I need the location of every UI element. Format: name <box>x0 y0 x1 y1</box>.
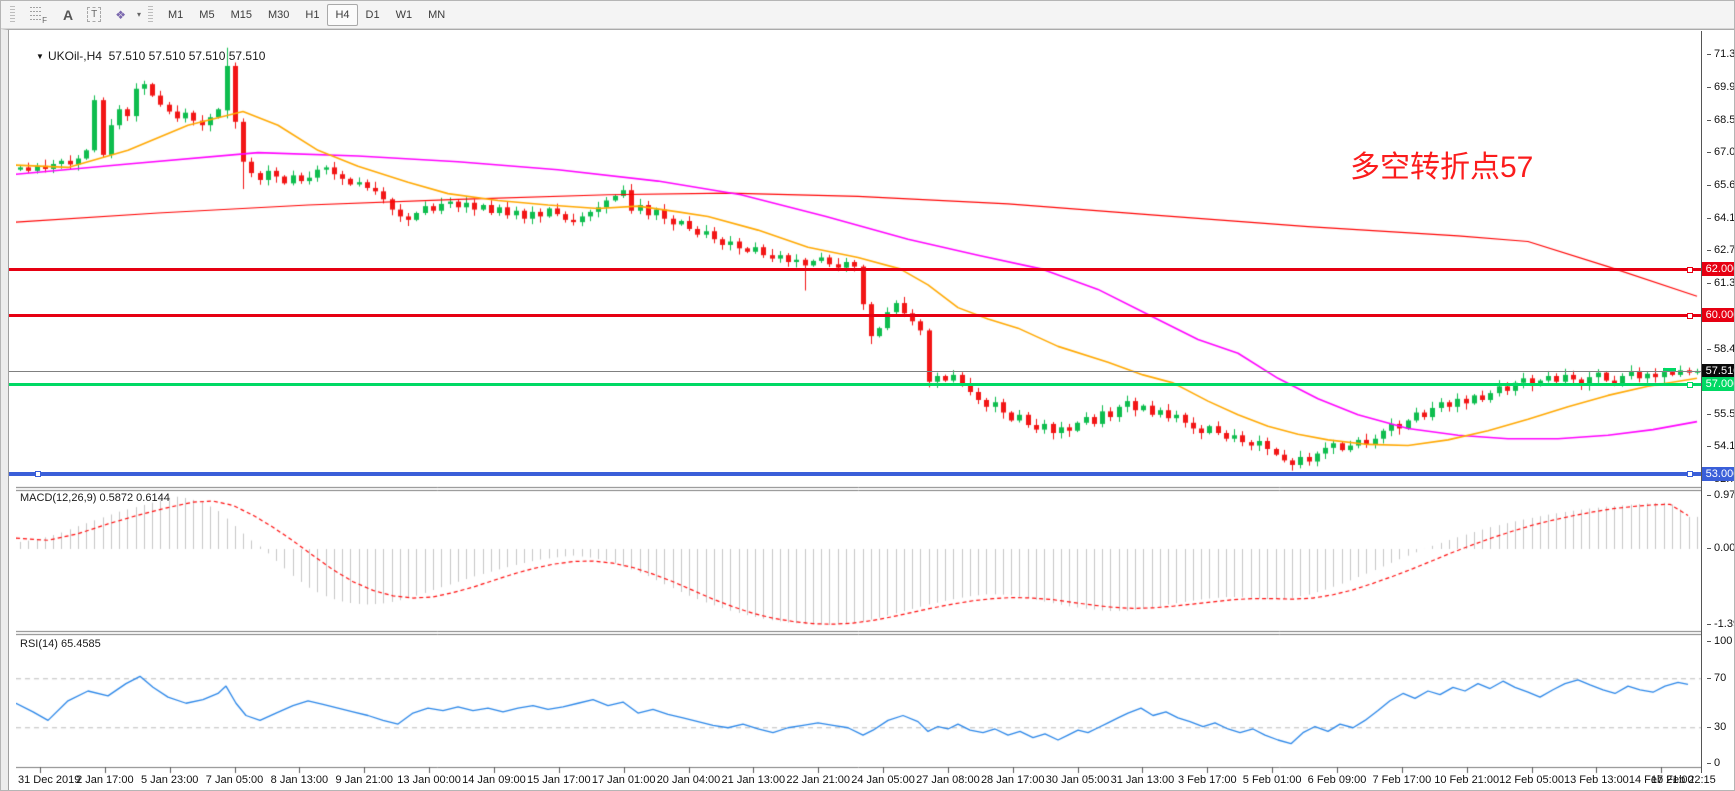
line-handle[interactable] <box>1687 381 1693 388</box>
time-axis-label: 31 Jan 13:00 <box>1110 774 1175 786</box>
price-axis-label: 71.380 <box>1707 48 1734 60</box>
price-axis-border <box>1701 31 1702 773</box>
indicator-list-button[interactable]: F <box>22 4 54 26</box>
chart-canvas[interactable] <box>16 32 1701 774</box>
time-axis-label: 30 Jan 05:00 <box>1045 774 1110 786</box>
line-handle[interactable] <box>35 471 41 477</box>
font-tool-icon: A <box>63 6 74 23</box>
price-axis-label: 58.460 <box>1707 343 1734 355</box>
macd-axis-label: 0.00 <box>1707 542 1734 554</box>
horizontal-line-57.000[interactable] <box>9 381 1701 388</box>
horizontal-line-60.000[interactable] <box>9 312 1701 319</box>
text-label-tool-icon: T <box>87 7 102 22</box>
toolbar-grip[interactable] <box>10 5 15 24</box>
price-badge-60.000: 60.000 <box>1702 308 1734 322</box>
line-handle[interactable] <box>1687 471 1693 477</box>
price-badge-62.000: 62.000 <box>1702 262 1734 276</box>
timeframe-mn-button[interactable]: MN <box>428 8 446 21</box>
window-edge <box>8 30 9 790</box>
price-axis-label: 54.180 <box>1707 440 1734 452</box>
timeframe-w1-button[interactable]: W1 <box>395 8 413 21</box>
last-price-marker <box>1663 368 1676 371</box>
line-handle[interactable] <box>1687 312 1693 319</box>
time-axis-label: 17 Feb 22:15 <box>1650 774 1716 786</box>
horizontal-line-57.510[interactable] <box>9 371 1701 372</box>
arrow-style-tool-button[interactable]: ❖ <box>108 4 133 26</box>
price-badge-57.510: 57.510 <box>1702 364 1734 378</box>
rsi-axis-label: 100 <box>1707 635 1732 647</box>
timeframe-m1-button[interactable]: M1 <box>168 8 184 21</box>
price-axis-label: 61.340 <box>1707 277 1734 289</box>
price-axis-label: 67.060 <box>1707 146 1734 158</box>
timeframe-h4-button[interactable]: H4 <box>327 3 358 26</box>
price-axis-label: 62.780 <box>1707 244 1734 256</box>
rsi-axis-label: 70 <box>1707 672 1726 684</box>
time-axis-label: 2 Jan 17:00 <box>76 774 134 786</box>
price-axis-label: 68.500 <box>1707 114 1734 126</box>
time-axis-label: 5 Jan 23:00 <box>140 774 199 786</box>
time-axis-label: 22 Jan 21:00 <box>786 774 850 786</box>
macd-axis-label: 0.9726 <box>1707 489 1734 501</box>
horizontal-line-53.000[interactable] <box>9 471 1701 477</box>
time-axis-label: 6 Feb 09:00 <box>1307 774 1367 786</box>
arrow-style-tool-icon: ❖ <box>115 7 126 22</box>
text-label-tool-button[interactable]: T <box>80 4 108 26</box>
time-axis-label: 27 Jan 08:00 <box>916 774 980 786</box>
chart-title: ▼ UKOil-,H4 57.510 57.510 57.510 57.510 <box>16 35 265 77</box>
price-axis-label: 65.620 <box>1707 179 1734 191</box>
timeframe-m15-button[interactable]: M15 <box>230 8 252 21</box>
macd-axis-label: -1.3969 <box>1707 618 1734 630</box>
price-axis-label: 55.580 <box>1707 408 1734 420</box>
time-axis-label: 10 Feb 21:00 <box>1434 774 1500 786</box>
chart-dropdown-triangle[interactable]: ▼ <box>36 52 44 61</box>
horizontal-line-62.000[interactable] <box>9 266 1701 273</box>
font-tool-button[interactable]: A <box>56 4 80 26</box>
time-axis-label: 14 Feb 21:00 <box>1628 774 1694 786</box>
time-axis-label: 24 Jan 05:00 <box>851 774 915 786</box>
toolbar-grip[interactable] <box>148 5 154 24</box>
rsi-axis-label: 0 <box>1707 757 1720 769</box>
timeframe-m5-button[interactable]: M5 <box>199 8 215 21</box>
time-axis-label: 14 Jan 09:00 <box>462 774 526 786</box>
time-axis-label: 13 Feb 13:00 <box>1563 774 1629 786</box>
time-axis-label: 12 Feb 05:00 <box>1499 774 1564 786</box>
timeframe-d1-button[interactable]: D1 <box>365 8 380 21</box>
rsi-indicator-label: RSI(14) 65.4585 <box>20 638 101 650</box>
time-axis-label: 17 Jan 01:00 <box>591 774 656 786</box>
time-axis-label: 7 Feb 17:00 <box>1372 774 1432 786</box>
chinese-annotation-text: 多空转折点57 <box>1350 151 1534 184</box>
macd-indicator-label: MACD(12,26,9) 0.5872 0.6144 <box>20 492 170 504</box>
time-axis-label: 31 Dec 2019 <box>18 774 81 786</box>
price-badge-57.000: 57.000 <box>1702 377 1734 391</box>
price-badge-53.000: 53.000 <box>1702 467 1734 481</box>
time-axis-label: 15 Jan 17:00 <box>526 774 591 786</box>
indicator-grid-icon: F <box>29 6 47 25</box>
time-axis-label: 7 Jan 05:00 <box>205 774 264 786</box>
chart-symbol-period: UKOil-,H4 <box>47 49 102 63</box>
time-axis-label: 8 Jan 13:00 <box>270 774 329 786</box>
price-axis-label: 69.940 <box>1707 81 1734 93</box>
timeframe-h1-button[interactable]: H1 <box>305 8 320 21</box>
timeframe-m30-button[interactable]: M30 <box>267 8 290 21</box>
time-axis-label: 5 Feb 01:00 <box>1242 774 1302 786</box>
chevron-down-icon[interactable]: ▾ <box>137 10 142 19</box>
line-handle[interactable] <box>1687 266 1693 273</box>
chart-quotes: 57.510 57.510 57.510 57.510 <box>108 49 266 63</box>
time-axis-label: 20 Jan 04:00 <box>656 774 721 786</box>
time-axis-label: 21 Jan 13:00 <box>721 774 786 786</box>
rsi-axis-label: 30 <box>1707 721 1726 733</box>
chart-window: ▼ UKOil-,H4 57.510 57.510 57.510 57.510 M… <box>1 29 1734 790</box>
time-axis-label: 28 Jan 17:00 <box>980 774 1045 786</box>
time-axis-label: 3 Feb 17:00 <box>1177 774 1237 786</box>
timeframe-group: M1 M5 M15 M30 H1 H4 D1 W1 MN <box>160 3 453 26</box>
price-axis-label: 64.180 <box>1707 212 1734 224</box>
time-axis-label: 9 Jan 21:00 <box>335 774 394 786</box>
time-axis-label: 13 Jan 00:00 <box>397 774 461 786</box>
toolbar: F A T ❖ ▾ M1 M5 M15 M30 H1 H4 D1 W1 MN <box>1 1 1734 29</box>
